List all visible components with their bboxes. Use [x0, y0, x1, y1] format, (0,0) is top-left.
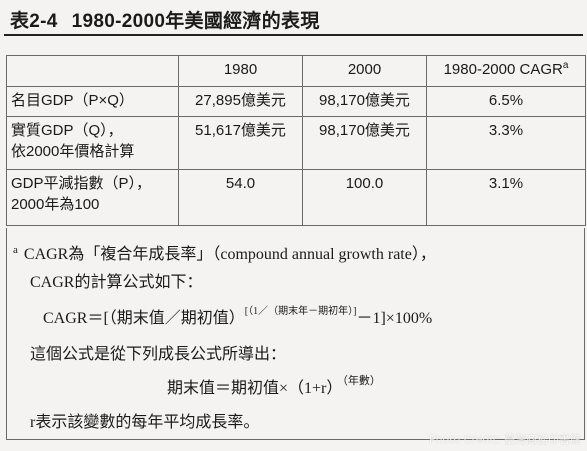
table-caption: 1980-2000年美國經濟的表現 [71, 11, 320, 32]
header-1980: 1980 [178, 55, 303, 87]
cell-1980: 27,895億美元 [178, 86, 303, 117]
header-cell-empty [6, 55, 179, 87]
footnote-line-2: CAGR的計算公式如下： [30, 274, 203, 291]
formula-main: CAGR＝[（期末值／期初值） [43, 310, 245, 327]
gdp-table: 1980 2000 1980-2000 CAGRa 名目GDP（P×Q） 27,… [6, 55, 586, 226]
cell-1980: 51,617億美元 [178, 116, 303, 170]
table-title: 表2-4 1980-2000年美國經濟的表現 [8, 6, 320, 33]
cell-cagr: 3.3% [426, 116, 586, 170]
row-label-line1: 名目GDP（P×Q） [11, 92, 134, 109]
header-2000: 2000 [302, 55, 427, 87]
row-label: GDP平減指數（P）， 2000年為100 [6, 169, 179, 226]
row-label-line1: 實質GDP（Q）， [11, 122, 123, 139]
footnote-text: CAGR為「複合年成長率」（compound annual growth rat… [23, 246, 436, 263]
row-label: 名目GDP（P×Q） [6, 86, 179, 117]
footnote-box: a CAGR為「複合年成長率」（compound annual growth ra… [6, 228, 585, 440]
growth-formula: 期末值＝期初值×（1+r）（年數） [167, 374, 381, 398]
cell-cagr: 6.5% [426, 86, 586, 117]
table-row: GDP平減指數（P）， 2000年為100 54.0 100.0 3.1% [6, 169, 586, 226]
header-cagr: 1980-2000 CAGRa [426, 55, 586, 87]
row-label: 實質GDP（Q）， 依2000年價格計算 [6, 116, 179, 170]
table-row: 實質GDP（Q）， 依2000年價格計算 51,617億美元 98,170億美元 … [6, 116, 586, 170]
title-rule [4, 34, 583, 36]
footnote-mark: a [13, 243, 18, 256]
row-label-line2: 依2000年價格計算 [11, 143, 135, 160]
table-number: 表2-4 [10, 11, 58, 32]
row-label-line2: 2000年為100 [11, 196, 100, 213]
row-label-line1: GDP平減指數（P）， [11, 175, 152, 192]
formula-main: 期末值＝期初值×（1+r） [167, 380, 343, 397]
formula-exponent: （年數） [342, 375, 381, 387]
cell-1980: 54.0 [178, 169, 303, 226]
header-row: 1980 2000 1980-2000 CAGRa [6, 55, 586, 87]
table-row: 名目GDP（P×Q） 27,895億美元 98,170億美元 6.5% [6, 86, 586, 117]
footnote-line-4: r表示該變數的每年平均成長率。 [30, 414, 260, 431]
cell-cagr: 3.1% [426, 169, 586, 226]
cell-2000: 98,170億美元 [302, 86, 427, 117]
formula-tail: －1]×100% [356, 310, 433, 327]
cell-2000: 98,170億美元 [302, 116, 427, 170]
footnote-line-1: a CAGR為「複合年成長率」（compound annual growth ra… [13, 240, 436, 264]
cell-2000: 100.0 [302, 169, 427, 226]
photo-credit-watermark: Photo Credit: 臺灣商務印書館 [428, 433, 581, 446]
footnote-line-3: 這個公式是從下列成長公式所導出： [30, 346, 287, 363]
formula-exponent: [（1／（期末年－期初年）] [244, 306, 357, 317]
footnote-mark: a [562, 60, 569, 71]
cagr-formula: CAGR＝[（期末值／期初值）[（1／（期末年－期初年）]－1]×100% [43, 304, 432, 328]
header-cagr-text: 1980-2000 CAGR [443, 61, 563, 78]
